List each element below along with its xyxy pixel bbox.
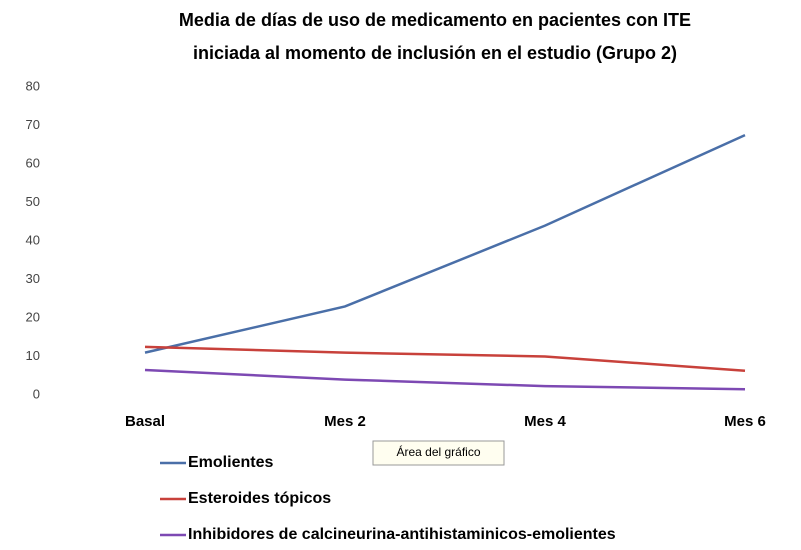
y-tick-label: 0 [33,386,40,401]
y-tick-label: 10 [26,348,40,363]
chart-title: Media de días de uso de medicamento en p… [179,10,691,30]
y-tick-label: 20 [26,309,40,324]
legend-label: Esteroides tópicos [188,490,331,507]
y-tick-label: 30 [26,271,40,286]
series-line [144,368,746,391]
y-tick-label: 70 [26,117,40,132]
tooltip-box [372,440,505,466]
y-tick-label: 50 [26,194,40,209]
y-tick-label: 80 [26,78,40,93]
x-tick-label: Mes 6 [724,413,766,430]
chart-title: iniciada al momento de inclusión en el e… [193,43,677,63]
x-tick-label: Mes 4 [524,413,566,430]
x-tick-label: Mes 2 [324,413,366,430]
legend-label: Inhibidores de calcineurina-antihistamin… [188,526,616,543]
y-tick-label: 40 [26,232,40,247]
tooltip-text: Área del gráfico [396,444,480,459]
legend-label: Emolientes [188,454,273,471]
series-line [144,345,746,372]
y-tick-label: 60 [26,155,40,170]
x-tick-label: Basal [125,413,165,430]
series-line [144,133,746,354]
